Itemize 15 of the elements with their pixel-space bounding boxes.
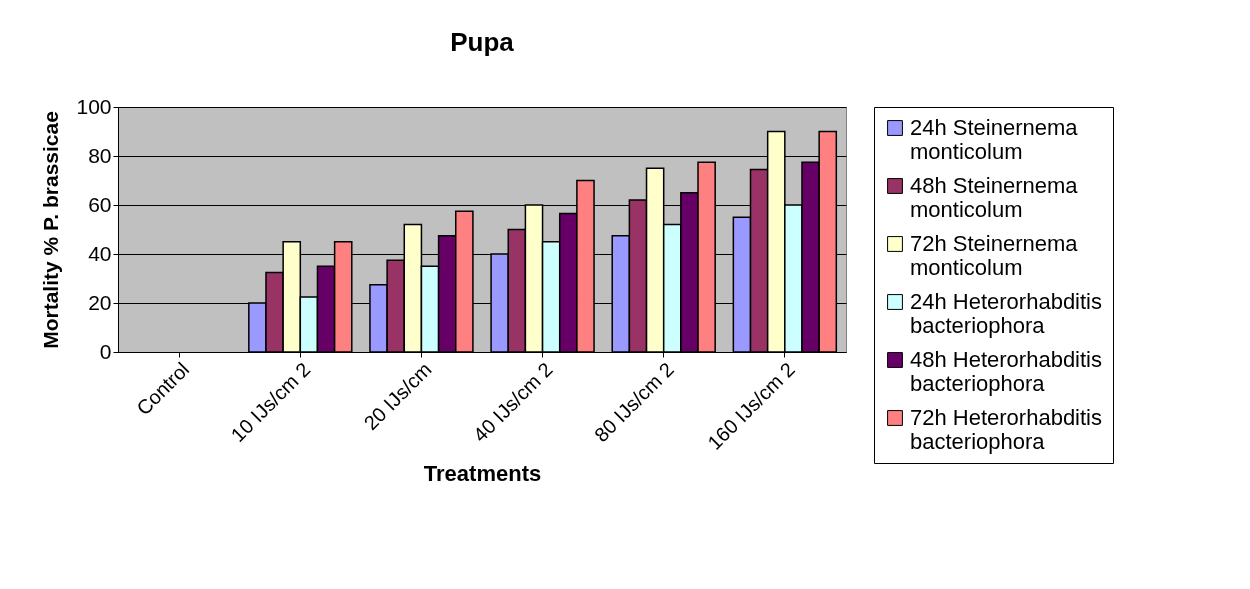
legend-label: 24h Heterorhabditis bacteriophora (910, 289, 1103, 338)
legend-label: 48h Heterorhabditis bacteriophora (910, 347, 1103, 396)
legend-label: 48h Steinernema monticolum (910, 173, 1079, 222)
x-axis-title: Treatments (423, 460, 542, 486)
y-tick-label: 80 (88, 143, 112, 167)
legend-label: 72h Heterorhabditis bacteriophora (910, 405, 1103, 454)
legend-label: 72h Steinernema monticolum (910, 231, 1079, 280)
y-tick-label: 0 (99, 339, 112, 363)
y-tick-label: 40 (88, 241, 112, 265)
y-tick-label: 20 (88, 290, 112, 314)
legend-label: 24h Steinernema monticolum (910, 115, 1079, 164)
y-tick-label: 60 (88, 192, 112, 216)
chart-title: Pupa (450, 27, 515, 57)
y-tick-label: 100 (76, 94, 112, 118)
y-axis-title: Mortality % P. brassicae (39, 111, 63, 349)
